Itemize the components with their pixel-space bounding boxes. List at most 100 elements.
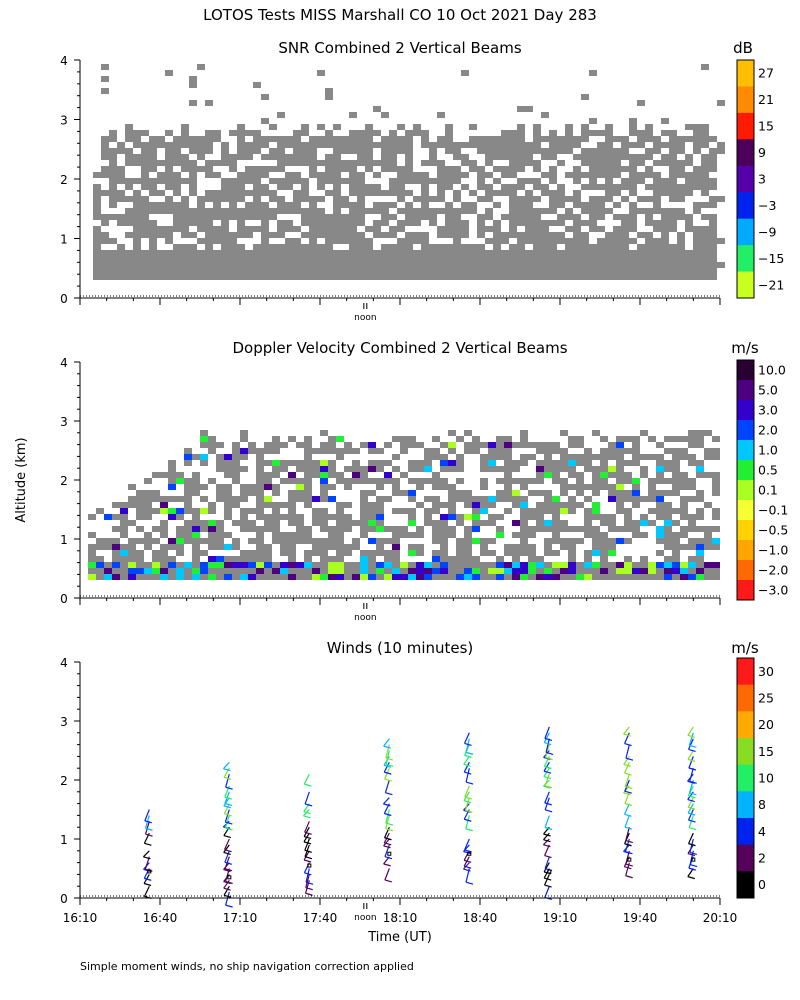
doppler-cell: [568, 574, 576, 580]
colorbar-swatch: [737, 245, 754, 273]
doppler-cell: [616, 436, 624, 442]
wind-barb: [545, 738, 550, 753]
doppler-cell: [616, 442, 624, 448]
snr-cell: [261, 166, 269, 172]
doppler-cell: [192, 526, 200, 532]
snr-cell: [381, 166, 389, 172]
doppler-cell: [256, 556, 264, 562]
doppler-cell: [456, 454, 464, 460]
doppler-cell: [296, 538, 304, 544]
snr-cell: [373, 268, 381, 274]
snr-cell: [581, 268, 589, 274]
snr-cell: [605, 166, 613, 172]
doppler-cell: [448, 490, 456, 496]
snr-cell: [517, 256, 525, 262]
snr-cell: [661, 274, 669, 280]
snr-cell: [589, 184, 597, 190]
doppler-cell: [296, 532, 304, 538]
snr-cell: [205, 220, 213, 226]
doppler-cell: [584, 556, 592, 562]
snr-cell: [701, 154, 709, 160]
doppler-cell: [536, 442, 544, 448]
doppler-cell: [512, 502, 520, 508]
doppler-cell: [184, 538, 192, 544]
snr-cell: [685, 178, 693, 184]
snr-cell: [357, 268, 365, 274]
snr-cell: [149, 154, 157, 160]
snr-cell: [661, 220, 669, 226]
doppler-cell: [424, 514, 432, 520]
snr-cell: [165, 262, 173, 268]
snr-cell: [613, 250, 621, 256]
doppler-cell: [536, 460, 544, 466]
snr-cell: [125, 208, 133, 214]
doppler-cell: [424, 568, 432, 574]
doppler-cell: [128, 502, 136, 508]
doppler-cell: [520, 520, 528, 526]
snr-cell: [573, 238, 581, 244]
doppler-cell: [640, 496, 648, 502]
snr-cell: [509, 160, 517, 166]
snr-cell: [93, 202, 101, 208]
doppler-cell: [224, 484, 232, 490]
snr-cell: [165, 238, 173, 244]
doppler-cell: [376, 502, 384, 508]
snr-cell: [309, 226, 317, 232]
doppler-cell: [176, 550, 184, 556]
doppler-cell: [336, 508, 344, 514]
snr-cell: [645, 232, 653, 238]
snr-cell: [357, 274, 365, 280]
snr-cell: [629, 274, 637, 280]
snr-cell: [301, 184, 309, 190]
snr-cell: [589, 70, 597, 76]
snr-cell: [565, 262, 573, 268]
doppler-cell: [280, 466, 288, 472]
snr-cell: [301, 268, 309, 274]
snr-cell: [117, 148, 125, 154]
snr-cell: [117, 142, 125, 148]
wind-barb: [384, 767, 390, 780]
snr-cell: [317, 256, 325, 262]
doppler-cell: [400, 532, 408, 538]
snr-cell: [549, 262, 557, 268]
snr-cell: [621, 268, 629, 274]
snr-cell: [597, 142, 605, 148]
snr-cell: [381, 256, 389, 262]
snr-cell: [93, 256, 101, 262]
doppler-cell: [664, 520, 672, 526]
doppler-cell: [184, 562, 192, 568]
wind-barb: [544, 744, 550, 758]
snr-cell: [493, 244, 501, 250]
doppler-cell: [552, 508, 560, 514]
snr-cell: [621, 166, 629, 172]
snr-cell: [501, 268, 509, 274]
doppler-cell: [296, 574, 304, 580]
snr-cell: [709, 220, 717, 226]
wind-barb-flag: [625, 863, 633, 867]
winds-plot-area: [142, 726, 698, 908]
doppler-cell: [336, 502, 344, 508]
doppler-cell: [240, 568, 248, 574]
snr-cell: [221, 274, 229, 280]
doppler-cell: [600, 472, 608, 478]
doppler-cell: [168, 514, 176, 520]
doppler-cell: [528, 508, 536, 514]
snr-cell: [229, 130, 237, 136]
doppler-cell: [480, 568, 488, 574]
snr-cell: [293, 196, 301, 202]
doppler-cell: [368, 556, 376, 562]
wind-barb-flag: [543, 839, 551, 843]
wind-barb-flag: [384, 771, 392, 775]
snr-cell: [653, 208, 661, 214]
snr-cell: [317, 226, 325, 232]
doppler-cell: [688, 562, 696, 568]
wind-barb: [144, 821, 150, 835]
snr-cell: [533, 274, 541, 280]
doppler-cell: [256, 460, 264, 466]
snr-cell: [309, 148, 317, 154]
doppler-cell: [272, 508, 280, 514]
doppler-cell: [528, 568, 536, 574]
wind-barb-flag: [687, 876, 695, 880]
colorbar-swatch: [737, 380, 754, 401]
